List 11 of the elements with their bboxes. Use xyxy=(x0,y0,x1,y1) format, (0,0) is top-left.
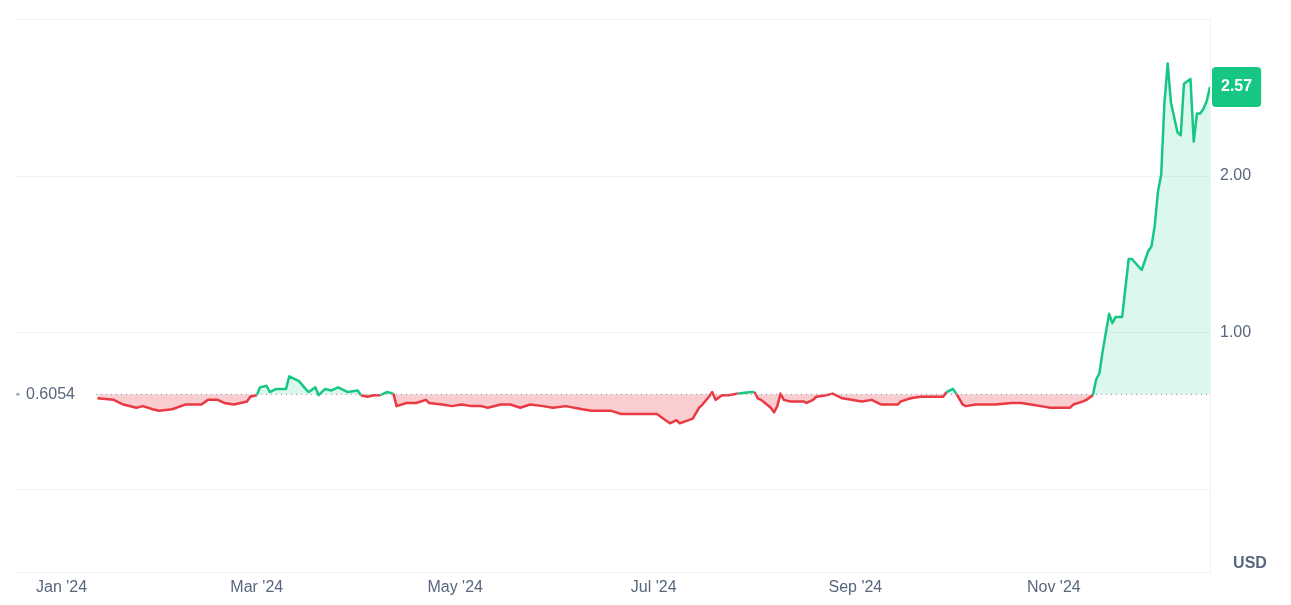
x-tick-label: Jul '24 xyxy=(630,578,677,596)
x-tick-label: May '24 xyxy=(427,578,484,596)
y-axis-title: USD xyxy=(1233,554,1267,572)
x-tick-label: Jan '24 xyxy=(36,578,88,596)
x-tick-label: Nov '24 xyxy=(1026,578,1081,596)
y-tick-label: 1.00 xyxy=(1220,322,1252,340)
x-tick-label: Mar '24 xyxy=(230,578,284,596)
annotation: 2.57 xyxy=(1221,77,1253,95)
x-tick-label: Sep '24 xyxy=(828,578,883,596)
y-tick-label: 2.00 xyxy=(1220,166,1252,184)
ref-line-label: 0.6054 xyxy=(26,384,76,402)
